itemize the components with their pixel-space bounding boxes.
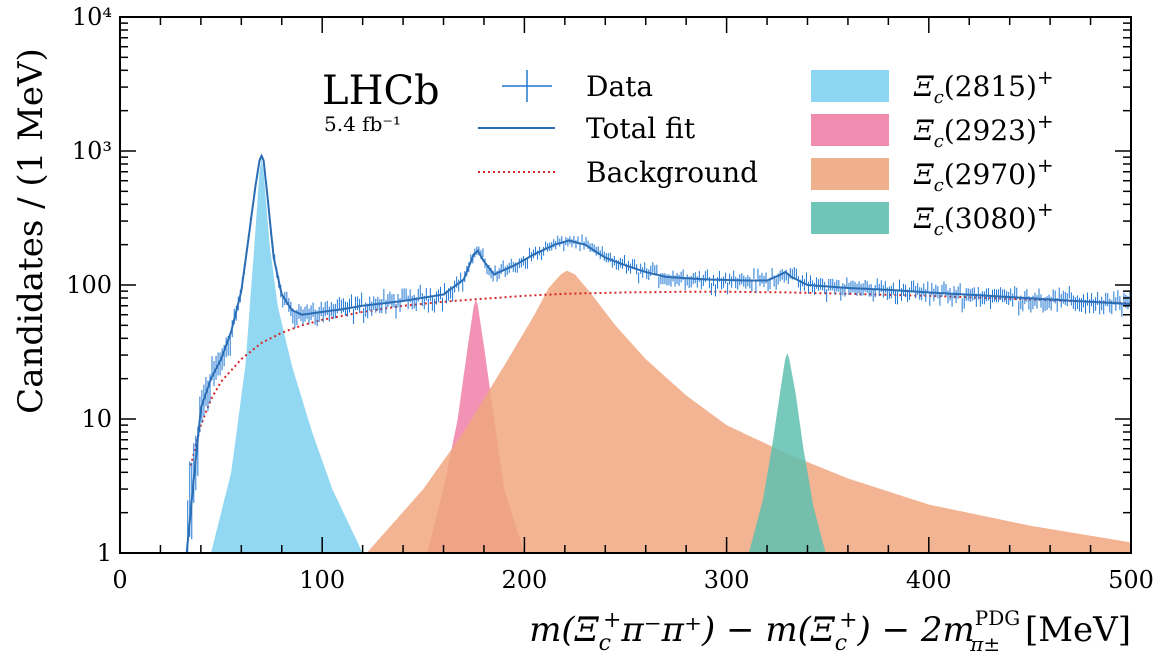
y-tick-label: 10⁴ — [72, 3, 112, 31]
x-tick-label: 0 — [112, 566, 127, 594]
x-tick-label: 400 — [906, 566, 952, 594]
component-area-2 — [366, 270, 1131, 553]
experiment-label: LHCb — [322, 68, 440, 114]
legend-entry-total-fit: Total fit — [478, 112, 696, 145]
lhcb-label: LHCb 5.4 fb⁻¹ — [322, 68, 440, 136]
legend-swatch-3 — [811, 202, 889, 234]
x-tick-label: 200 — [501, 566, 547, 594]
legend: Data Total fit Background Ξc(2815)+Ξc(29… — [478, 65, 1054, 240]
y-tick-label: 10³ — [72, 137, 112, 165]
legend-data-label: Data — [586, 70, 653, 103]
x-tick-labels: 0 100 200 300 400 500 — [112, 566, 1154, 594]
legend-entry-data: Data — [502, 70, 653, 103]
x-tick-label: 100 — [299, 566, 345, 594]
x-tick-label: 500 — [1108, 566, 1154, 594]
legend-entry-background: Background — [478, 156, 758, 189]
component-area-0 — [211, 158, 363, 553]
legend-component-label-2: Ξc(2970)+ — [913, 153, 1054, 196]
legend-total-fit-label: Total fit — [586, 112, 696, 145]
luminosity-label: 5.4 fb⁻¹ — [324, 112, 401, 136]
legend-component-label-3: Ξc(3080)+ — [913, 197, 1054, 240]
y-axis-title: Candidates / (1 MeV) — [11, 48, 51, 414]
total-fit-line — [185, 153, 1131, 553]
legend-swatch-0 — [811, 70, 889, 102]
x-tick-label: 300 — [704, 566, 750, 594]
legend-component-label-1: Ξc(2923)+ — [913, 109, 1054, 152]
legend-background-label: Background — [586, 156, 758, 189]
legend-components: Ξc(2815)+Ξc(2923)+Ξc(2970)+Ξc(3080)+ — [811, 65, 1054, 240]
axis-ticks — [119, 17, 1132, 554]
signal-components — [211, 158, 1131, 553]
total-fit-curve — [185, 153, 1131, 553]
component-area-3 — [748, 353, 826, 553]
legend-component-label-0: Ξc(2815)+ — [913, 65, 1054, 108]
legend-swatch-1 — [811, 114, 889, 146]
x-axis-title: m(Ξc+π⁻π⁺) − m(Ξc+) − 2mPDG π± [MeV] — [529, 606, 1131, 656]
y-tick-label: 100 — [66, 271, 112, 299]
y-tick-label: 1 — [97, 539, 112, 567]
legend-swatch-2 — [811, 158, 889, 190]
y-tick-labels: 1 10 100 10³ 10⁴ — [66, 3, 112, 567]
y-tick-label: 10 — [81, 405, 112, 433]
